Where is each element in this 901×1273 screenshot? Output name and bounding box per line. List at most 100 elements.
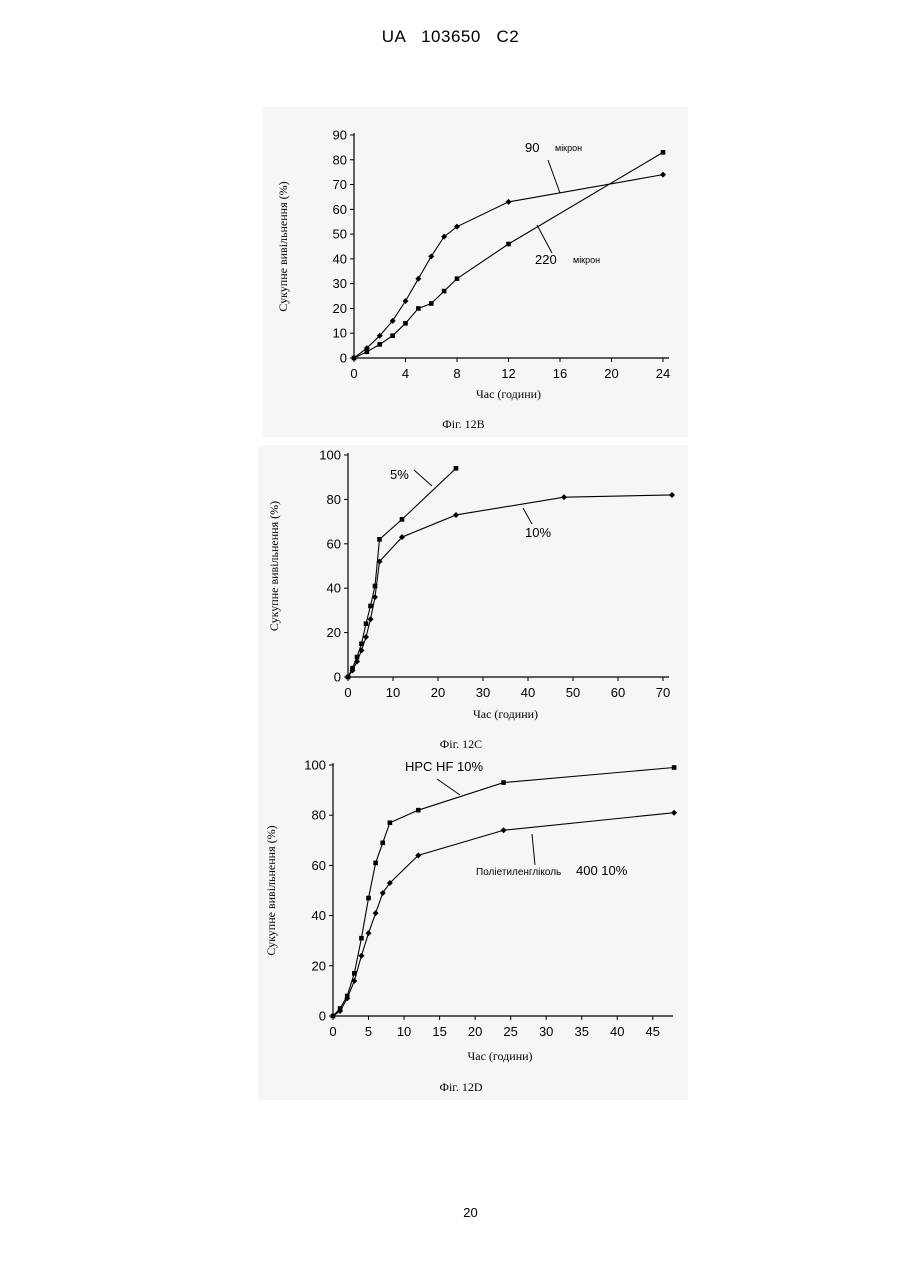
data-point bbox=[669, 492, 675, 498]
annotation-leader-line bbox=[414, 470, 432, 486]
data-point bbox=[366, 930, 372, 936]
series-annotation-label: 10% bbox=[525, 525, 551, 540]
data-point bbox=[388, 820, 393, 825]
x-tick-label: 0 bbox=[344, 685, 351, 700]
page-number: 20 bbox=[0, 1205, 901, 1220]
y-tick-label: 80 bbox=[312, 808, 326, 823]
series-line bbox=[348, 468, 456, 677]
x-tick-label: 15 bbox=[432, 1024, 446, 1039]
x-tick-label: 10 bbox=[386, 685, 400, 700]
annotation-leader-line bbox=[548, 160, 560, 193]
series-2 bbox=[345, 492, 675, 680]
data-point bbox=[561, 494, 567, 500]
data-point bbox=[366, 896, 371, 901]
data-point bbox=[501, 827, 507, 833]
x-tick-label: 8 bbox=[453, 366, 460, 381]
data-point bbox=[453, 512, 459, 518]
data-point bbox=[416, 306, 421, 311]
y-tick-label: 40 bbox=[333, 251, 347, 266]
data-point bbox=[365, 350, 370, 355]
x-tick-label: 4 bbox=[402, 366, 409, 381]
x-tick-label: 60 bbox=[611, 685, 625, 700]
x-tick-label: 45 bbox=[646, 1024, 660, 1039]
chart-2: 020406080100010203040506070Час (години)С… bbox=[267, 448, 675, 752]
data-point bbox=[428, 253, 434, 259]
x-tick-label: 40 bbox=[610, 1024, 624, 1039]
y-tick-label: 0 bbox=[319, 1009, 326, 1024]
series-annotation-label: 90 bbox=[525, 140, 539, 155]
data-point bbox=[368, 604, 373, 609]
figure-caption: Фіг. 12D bbox=[439, 1080, 482, 1094]
x-tick-label: 25 bbox=[503, 1024, 517, 1039]
data-point bbox=[373, 861, 378, 866]
x-tick-label: 0 bbox=[350, 366, 357, 381]
x-tick-label: 16 bbox=[553, 366, 567, 381]
series-annotation-label: HPC HF 10% bbox=[405, 759, 483, 774]
chart-1: 010203040506070809004812162024Час (годин… bbox=[276, 128, 670, 432]
y-tick-label: 20 bbox=[327, 625, 341, 640]
y-tick-label: 20 bbox=[312, 958, 326, 973]
data-point bbox=[368, 616, 374, 622]
data-point bbox=[358, 953, 364, 959]
data-point bbox=[359, 936, 364, 941]
data-point bbox=[660, 172, 666, 178]
series-annotation-unit: мікрон bbox=[573, 255, 600, 265]
x-tick-label: 20 bbox=[431, 685, 445, 700]
x-tick-label: 5 bbox=[365, 1024, 372, 1039]
data-point bbox=[506, 242, 511, 247]
figure-caption: Фіг. 12С bbox=[440, 737, 482, 751]
series-annotation-unit: мікрон bbox=[555, 143, 582, 153]
annotation-leader-line bbox=[537, 225, 552, 253]
figure-caption: Фіг. 12В bbox=[442, 417, 484, 431]
y-tick-label: 70 bbox=[333, 177, 347, 192]
data-point bbox=[400, 517, 405, 522]
data-point bbox=[671, 810, 677, 816]
x-tick-label: 20 bbox=[604, 366, 618, 381]
y-tick-label: 60 bbox=[333, 202, 347, 217]
x-axis-label: Час (години) bbox=[473, 707, 538, 721]
x-tick-label: 0 bbox=[329, 1024, 336, 1039]
x-tick-label: 70 bbox=[656, 685, 670, 700]
x-tick-label: 12 bbox=[501, 366, 515, 381]
x-tick-label: 30 bbox=[539, 1024, 553, 1039]
y-tick-label: 100 bbox=[319, 448, 341, 463]
series-annotation-suffix: 400 10% bbox=[576, 863, 628, 878]
data-point bbox=[390, 333, 395, 338]
x-tick-label: 24 bbox=[656, 366, 670, 381]
data-point bbox=[373, 910, 379, 916]
data-point bbox=[672, 765, 677, 770]
y-axis-label: Сукупне вивільнення (%) bbox=[276, 181, 290, 311]
y-tick-label: 100 bbox=[304, 758, 326, 773]
y-tick-label: 90 bbox=[333, 128, 347, 143]
y-tick-label: 80 bbox=[327, 492, 341, 507]
y-tick-label: 60 bbox=[312, 858, 326, 873]
annotation-leader-line bbox=[532, 834, 535, 865]
data-point bbox=[403, 298, 409, 304]
y-tick-label: 50 bbox=[333, 227, 347, 242]
series-2 bbox=[352, 150, 666, 360]
y-tick-label: 80 bbox=[333, 152, 347, 167]
data-point bbox=[352, 356, 357, 361]
y-tick-label: 20 bbox=[333, 301, 347, 316]
y-tick-label: 0 bbox=[340, 351, 347, 366]
x-axis-label: Час (години) bbox=[476, 387, 541, 401]
data-point bbox=[380, 841, 385, 846]
y-tick-label: 40 bbox=[327, 581, 341, 596]
x-tick-label: 20 bbox=[468, 1024, 482, 1039]
series-1 bbox=[351, 172, 666, 361]
x-tick-label: 50 bbox=[566, 685, 580, 700]
annotation-leader-line bbox=[523, 508, 532, 524]
x-tick-label: 40 bbox=[521, 685, 535, 700]
x-tick-label: 35 bbox=[574, 1024, 588, 1039]
x-axis-label: Час (години) bbox=[467, 1049, 532, 1063]
data-point bbox=[377, 537, 382, 542]
data-point bbox=[506, 199, 512, 205]
y-tick-label: 30 bbox=[333, 276, 347, 291]
data-point bbox=[415, 276, 421, 282]
y-axis-label: Сукупне вивільнення (%) bbox=[264, 825, 278, 955]
data-point bbox=[442, 289, 447, 294]
y-axis-label: Сукупне вивільнення (%) bbox=[267, 501, 281, 631]
data-point bbox=[455, 276, 460, 281]
data-point bbox=[429, 301, 434, 306]
